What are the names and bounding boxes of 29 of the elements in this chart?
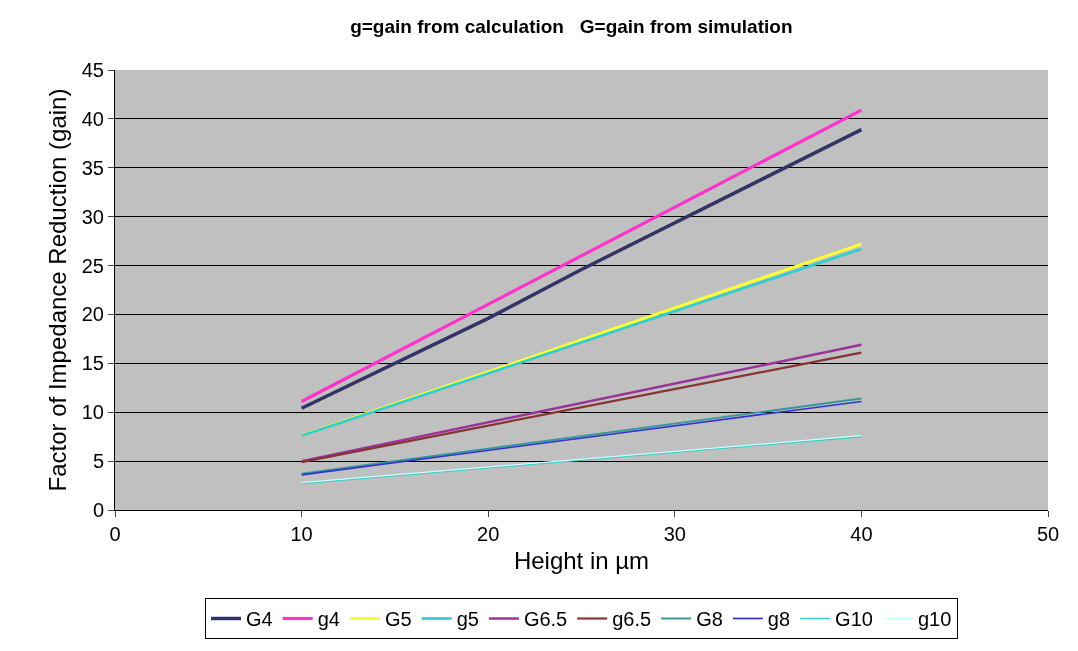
legend-label: G10 <box>835 608 873 631</box>
y-tick-label: 20 <box>81 303 104 326</box>
x-tick-label: 40 <box>850 523 873 545</box>
legend-label: g5 <box>456 608 479 631</box>
x-tick-label: 20 <box>477 523 500 545</box>
y-tick-label: 40 <box>81 107 104 130</box>
legend-label: G8 <box>696 608 723 631</box>
x-tick-label: 50 <box>1036 523 1060 545</box>
y-tick-label: 45 <box>81 59 104 81</box>
x-tick-label: 0 <box>109 523 121 545</box>
y-axis-title: Factor of Impedance Reduction (gain) <box>43 88 71 492</box>
legend-label: g10 <box>917 608 952 631</box>
legend-label: G6.5 <box>523 608 568 631</box>
y-tick-label: 0 <box>92 499 104 521</box>
y-tick-label: 10 <box>81 401 104 424</box>
legend-label: g6.5 <box>612 608 652 631</box>
chart-title: g=gain from calculation G=gain from simulation <box>350 15 793 37</box>
legend-label: G4 <box>246 608 273 631</box>
legend-label: g8 <box>767 608 791 631</box>
x-tick-label: 10 <box>290 523 313 545</box>
y-tick-label: 35 <box>81 156 104 179</box>
y-tick-label: 30 <box>81 205 104 228</box>
y-tick-label: 15 <box>81 352 104 375</box>
x-axis-title: Height in µm <box>513 547 650 575</box>
legend-label: g4 <box>317 608 340 631</box>
y-tick-label: 25 <box>81 254 104 277</box>
y-tick-label: 5 <box>92 450 104 473</box>
legend-label: G5 <box>384 608 412 631</box>
x-tick-label: 30 <box>663 523 686 545</box>
